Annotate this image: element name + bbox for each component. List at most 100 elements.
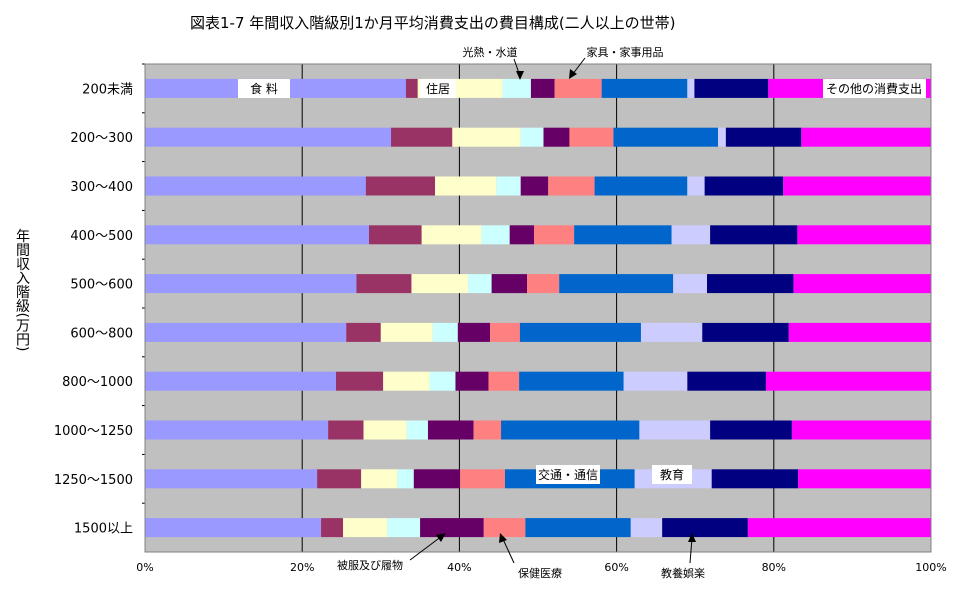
x-tick-label: 20% — [290, 561, 314, 574]
bar-segment — [717, 127, 726, 147]
category-label: 400～500 — [70, 229, 133, 244]
category-label: 200未満 — [82, 82, 133, 97]
bar-segment — [687, 176, 705, 196]
bar-segment — [502, 78, 531, 98]
bar-segment — [534, 225, 575, 245]
clothing-label: 被服及び履物 — [337, 558, 403, 572]
bar-segment — [559, 274, 674, 294]
category-labels: 200未満 200～300 300～400 400～500 500～600 600～800… — [54, 63, 145, 537]
bar-segment — [356, 274, 412, 294]
y-axis-label: 年間収入階級(万円) — [14, 229, 30, 352]
bar-segment — [145, 420, 329, 440]
bar-segment — [380, 322, 433, 342]
x-tick-label: 100% — [915, 561, 946, 574]
bar-segment — [526, 274, 560, 294]
bar-segment — [710, 420, 792, 440]
category-label: 500～600 — [70, 278, 133, 293]
housing-label: 住居 — [426, 82, 450, 96]
bar-segment — [328, 420, 364, 440]
bar-segment — [145, 225, 370, 245]
bar-segment — [397, 469, 414, 489]
education-label: 教育 — [660, 467, 684, 482]
category-label: 600～800 — [70, 326, 133, 341]
plot-border — [144, 63, 932, 553]
bar-segment — [483, 518, 526, 538]
bar-segment — [145, 469, 318, 489]
bar-segment — [601, 78, 688, 98]
bar-segment — [574, 225, 672, 245]
furniture-label: 家具・家事用品 — [587, 45, 664, 59]
bar-segment — [435, 176, 497, 196]
bar-segment — [481, 225, 510, 245]
bar-segment — [783, 176, 931, 196]
bar-segment — [145, 371, 336, 391]
category-label: 1000～1250 — [54, 424, 133, 439]
category-label: 300～400 — [70, 180, 133, 195]
bar-segment — [145, 176, 366, 196]
bar-segment — [519, 322, 641, 342]
food-label: 食 料 — [250, 81, 278, 96]
bar-segment — [613, 127, 718, 147]
bar-segment — [520, 127, 544, 147]
bar-segment — [413, 469, 461, 489]
bar-segment — [145, 127, 392, 147]
bar-segment — [361, 469, 398, 489]
bar-segment — [569, 127, 614, 147]
bar-segment — [509, 225, 535, 245]
bar-segment — [452, 127, 521, 147]
bar-segment — [520, 176, 549, 196]
bar-segment — [490, 322, 520, 342]
bar-segment — [594, 176, 688, 196]
bar-segment — [405, 78, 418, 98]
bar-segment — [145, 274, 357, 294]
transport-label: 交通・通信 — [538, 467, 598, 482]
bar-segment — [488, 371, 520, 391]
bar-segment — [427, 420, 474, 440]
x-tick-label: 0% — [136, 561, 153, 574]
bar-segment — [383, 371, 430, 391]
category-label: 1250～1500 — [54, 473, 133, 488]
bar-segment — [687, 78, 695, 98]
bar-segment — [623, 371, 688, 391]
bar-segment — [706, 274, 794, 294]
bar-segment — [791, 420, 931, 440]
bar-segment — [702, 322, 789, 342]
bar-segment — [365, 176, 436, 196]
bar-segment — [801, 127, 931, 147]
bar-segment — [662, 518, 748, 538]
bar-segment — [793, 274, 931, 294]
bar-segment — [363, 420, 407, 440]
other-label: その他の消費支出 — [826, 81, 922, 96]
medical-label: 保健医療 — [518, 566, 562, 580]
bar-segment — [525, 518, 631, 538]
bar-segment — [391, 127, 453, 147]
callouts: 光熱・水道 家具・家事用品 被服及び履物 保健医療 教養娯楽 — [337, 45, 705, 580]
bar-segment — [797, 225, 931, 245]
bar-segment — [406, 420, 428, 440]
bar-segment — [548, 176, 595, 196]
bar-segment — [501, 420, 640, 440]
bar-segment — [543, 127, 570, 147]
bar-segment — [145, 322, 347, 342]
bar-segment — [321, 518, 344, 538]
bar-segment — [519, 371, 624, 391]
in-bar-labels: 食 料 住居 その他の消費支出 交通・通信 教育 — [238, 79, 926, 484]
bar-segment — [671, 225, 711, 245]
utilities-label: 光熱・水道 — [463, 45, 518, 59]
bar-segment — [421, 225, 482, 245]
bar-segment — [798, 469, 931, 489]
bar-segment — [455, 371, 489, 391]
bars — [145, 78, 931, 538]
bar-segment — [335, 371, 384, 391]
bar-segment — [694, 78, 769, 98]
bar-segment — [747, 518, 931, 538]
bar-segment — [457, 322, 491, 342]
category-label: 800～1000 — [62, 375, 133, 390]
bar-segment — [429, 371, 456, 391]
bar-segment — [468, 274, 492, 294]
bar-segment — [630, 518, 663, 538]
bar-segment — [420, 518, 484, 538]
x-tick-label: 60% — [604, 561, 628, 574]
bar-segment — [343, 518, 388, 538]
